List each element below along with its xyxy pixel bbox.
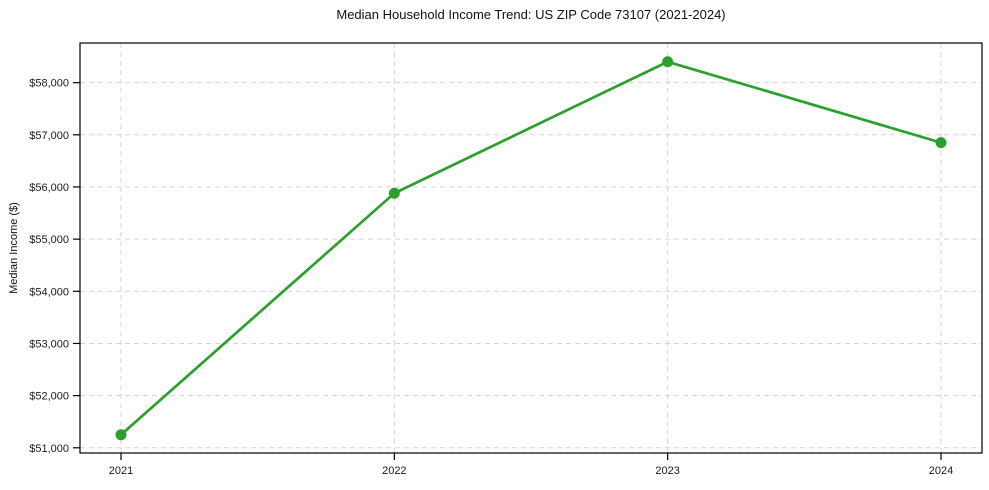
y-tick-label: $55,000 <box>29 234 69 246</box>
y-tick-label: $58,000 <box>29 78 69 90</box>
plot-border <box>79 42 983 454</box>
y-tick-label: $56,000 <box>29 182 69 194</box>
x-tick-label: 2023 <box>655 465 679 477</box>
y-tick-label: $51,000 <box>29 443 69 455</box>
y-tick-label: $57,000 <box>29 130 69 142</box>
x-tick-label: 2024 <box>929 465 953 477</box>
data-point-marker <box>935 137 947 149</box>
y-tick-label: $52,000 <box>29 391 69 403</box>
data-point-marker <box>662 56 674 68</box>
data-point-marker <box>388 187 400 199</box>
x-tick-label: 2022 <box>382 465 406 477</box>
chart-title: Median Household Income Trend: US ZIP Co… <box>336 7 726 22</box>
y-tick-label: $53,000 <box>29 338 69 350</box>
y-tick-label: $54,000 <box>29 286 69 298</box>
x-tick-label: 2021 <box>109 465 133 477</box>
income-trend-line <box>119 60 943 437</box>
data-point-marker <box>115 429 127 441</box>
